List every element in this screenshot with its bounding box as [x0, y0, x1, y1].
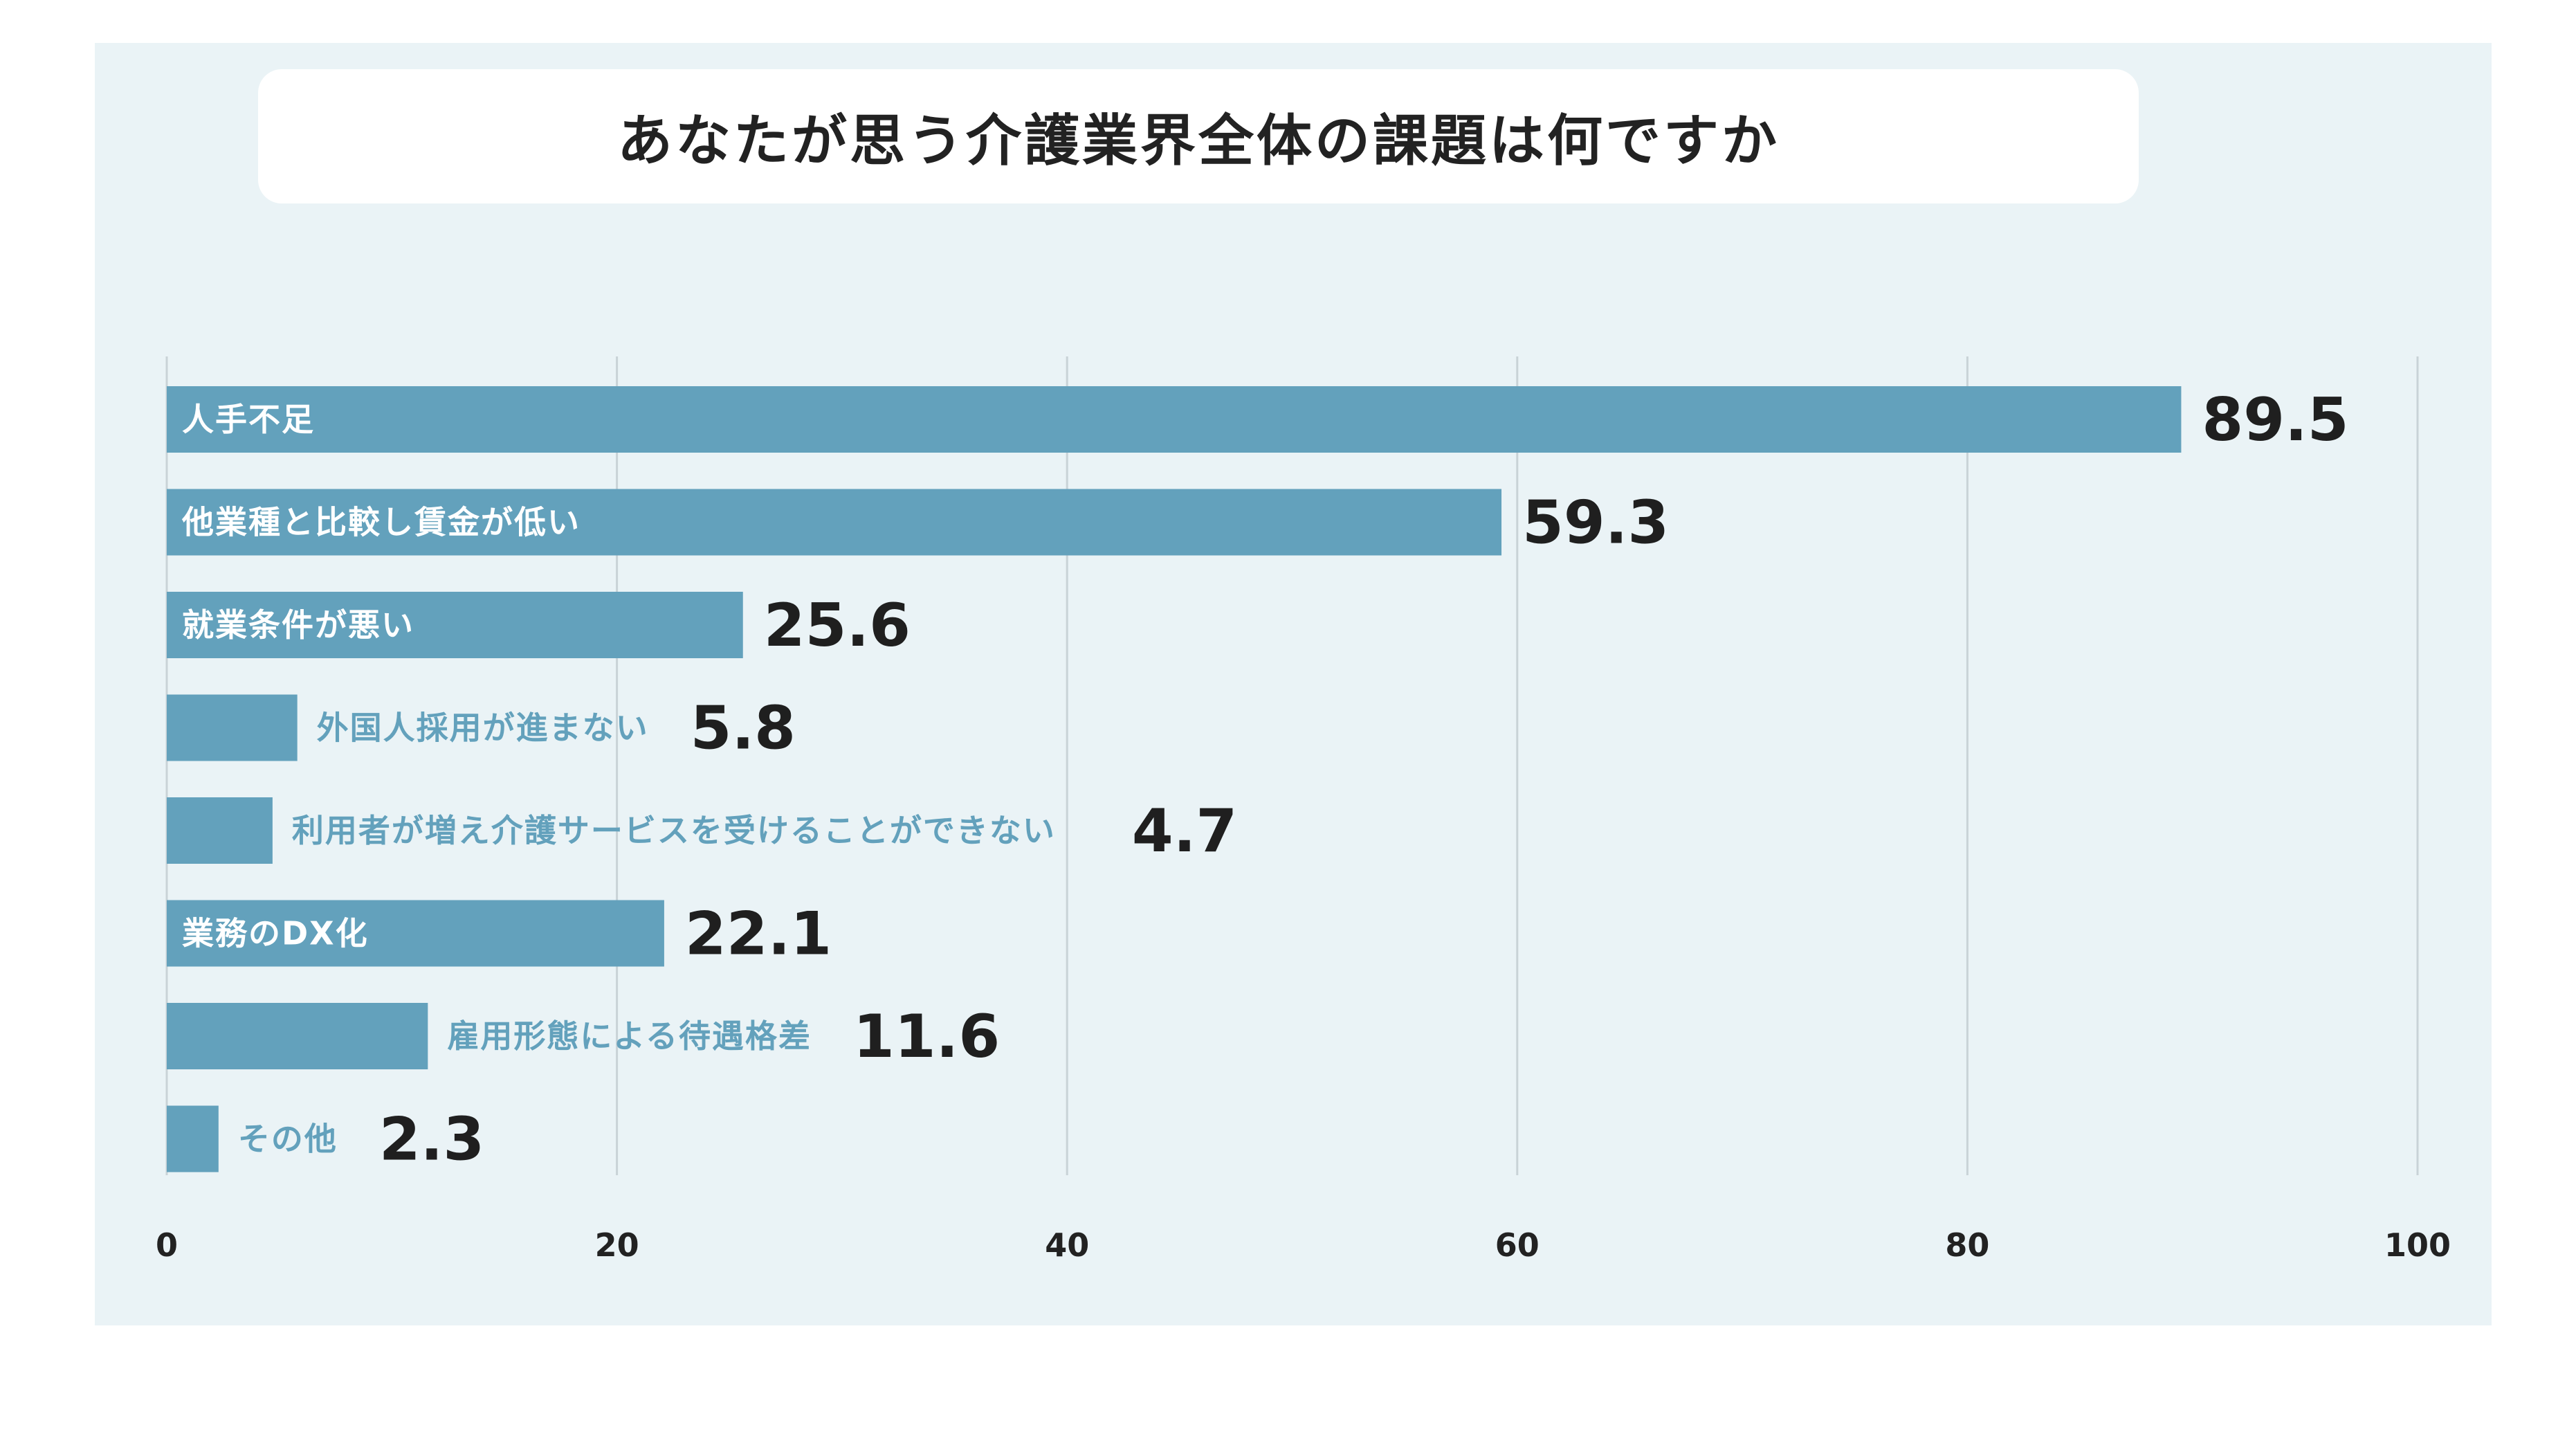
chart-title-box: あなたが思う介護業界全体の課題は何ですか — [258, 69, 2139, 203]
chart-title: あなたが思う介護業界全体の課題は何ですか — [617, 109, 1780, 173]
x-tick-label: 60 — [1495, 1226, 1540, 1264]
value-label: 25.6 — [764, 591, 911, 660]
value-label: 4.7 — [1132, 797, 1237, 866]
bars-layer — [167, 386, 2182, 1172]
category-label: 利用者が増え介護サービスを受けることができない — [292, 812, 1056, 849]
bar — [167, 592, 743, 658]
x-tick-label: 0 — [156, 1226, 178, 1264]
chart-panel — [95, 43, 2492, 1325]
x-axis-ticks: 0 20 40 60 80 100 — [156, 1226, 2451, 1264]
category-label: 人手不足 — [182, 401, 315, 438]
bar — [167, 1003, 428, 1069]
category-label: 他業種と比較し賃金が低い — [181, 504, 581, 541]
value-label: 22.1 — [685, 900, 832, 969]
bar — [167, 797, 273, 864]
labels-layer: 人手不足 89.5 他業種と比較し賃金が低い 59.3 就業条件が悪い 25.6 外国人採用… — [181, 386, 2349, 1175]
x-tick-label: 20 — [595, 1226, 639, 1264]
category-label: その他 — [238, 1121, 338, 1158]
bar — [167, 386, 2182, 453]
value-label: 11.6 — [853, 1002, 1000, 1071]
value-label: 5.8 — [691, 694, 796, 763]
category-label: 業務のDX化 — [182, 915, 369, 952]
category-label: 外国人採用が進まない — [317, 709, 649, 747]
x-tick-label: 100 — [2384, 1226, 2451, 1264]
x-tick-label: 40 — [1045, 1226, 1089, 1264]
value-label: 59.3 — [1522, 489, 1669, 558]
bar — [167, 1105, 219, 1172]
category-label: 雇用形態による待遇格差 — [447, 1017, 812, 1055]
bar — [167, 900, 664, 967]
value-label: 89.5 — [2202, 386, 2348, 455]
value-label: 2.3 — [379, 1105, 484, 1175]
bar — [167, 489, 1502, 556]
x-tick-label: 80 — [1945, 1226, 1989, 1264]
category-label: 就業条件が悪い — [182, 606, 414, 644]
bar — [167, 694, 298, 761]
